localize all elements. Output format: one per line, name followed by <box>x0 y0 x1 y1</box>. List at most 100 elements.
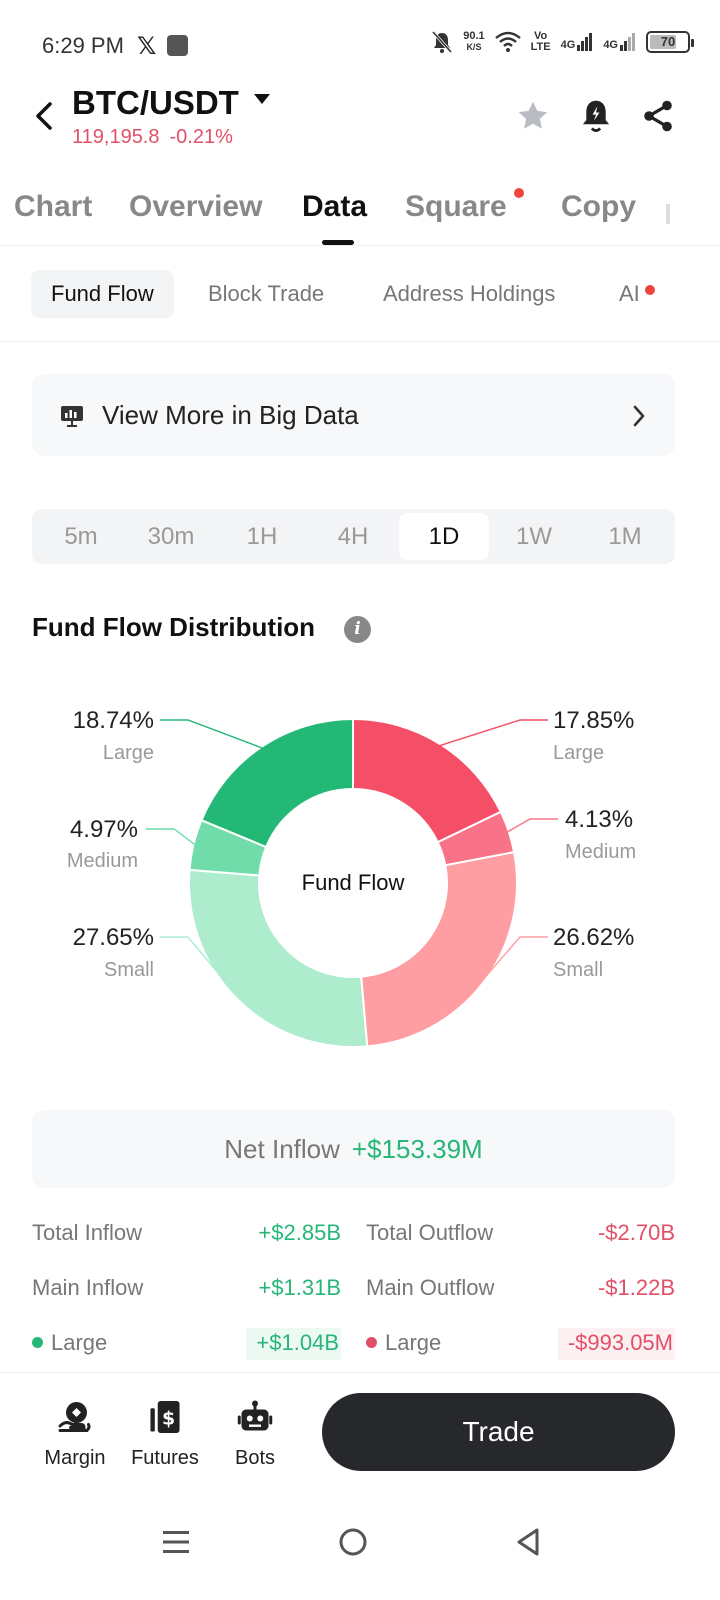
tab-copy[interactable]: Copy <box>561 190 636 223</box>
subtab-block-trade[interactable]: Block Trade <box>208 281 325 306</box>
bottom-action-bar: Margin $ Futures Bots Trade <box>0 1372 720 1492</box>
signal-bars-icon <box>577 33 593 51</box>
margin-button[interactable]: Margin <box>35 1397 115 1470</box>
outflow-large-pct: 17.85% <box>553 707 635 734</box>
back-triangle-icon <box>517 1528 539 1556</box>
recent-apps-button[interactable] <box>146 1512 206 1572</box>
signal-2: 4G <box>603 33 636 51</box>
large-outflow-label-wrap: Large <box>366 1330 441 1356</box>
leader-line-outflow-medium <box>506 818 558 833</box>
inflow-medium-pct: 4.97% <box>69 816 138 843</box>
inflow-small-pct: 27.65% <box>72 924 154 951</box>
status-icons: 90.1 K/S Vo LTE 4G 4G <box>431 30 694 54</box>
view-big-data-button[interactable]: View More in Big Data <box>32 374 675 456</box>
price-change: -0.21% <box>169 126 233 148</box>
back-button[interactable] <box>30 96 58 136</box>
pair-title[interactable]: BTC/USDT <box>72 84 239 121</box>
alarm-bell-icon <box>582 100 610 132</box>
share-icon <box>644 100 672 132</box>
donut-slice-inflow-small <box>188 868 369 1048</box>
net-inflow-value: +$153.39M <box>351 1134 483 1164</box>
leader-line-inflow-small <box>160 936 240 999</box>
donut-slice-outflow-small <box>360 850 518 1048</box>
signal-1-label: 4G <box>560 39 576 51</box>
main-outflow-value: -$1.22B <box>597 1275 675 1300</box>
time-range-selector: 5m 30m 1H 4H 1D 1W 1M <box>32 509 675 564</box>
donut-slice-inflow-large <box>200 717 354 849</box>
big-data-label: View More in Big Data <box>102 400 359 430</box>
system-nav-bar <box>0 1492 720 1600</box>
share-button[interactable] <box>638 96 678 136</box>
margin-icon <box>58 1402 91 1432</box>
back-arrow-icon <box>36 102 52 130</box>
futures-label: Futures <box>131 1447 199 1469</box>
range-1m[interactable]: 1M <box>608 523 642 550</box>
main-inflow-label: Main Inflow <box>32 1275 144 1300</box>
inflow-small-label: Small <box>103 959 154 981</box>
tab-overview[interactable]: Overview <box>129 190 263 223</box>
pair-dropdown-icon[interactable] <box>254 94 270 104</box>
menu-lines-icon <box>163 1531 189 1553</box>
tab-square[interactable]: Square <box>405 190 507 223</box>
flow-row-total: Total Inflow +$2.85B Total Outflow -$2.7… <box>32 1212 675 1252</box>
margin-label: Margin <box>44 1447 106 1469</box>
mute-bell-icon <box>432 30 453 54</box>
star-icon <box>518 101 548 129</box>
total-outflow-value: -$2.70B <box>597 1220 675 1245</box>
price-line: 119,195.8 -0.21% <box>72 126 233 149</box>
battery-icon: 70 <box>646 31 694 53</box>
subtab-address-holdings[interactable]: Address Holdings <box>383 281 556 306</box>
total-outflow-label: Total Outflow <box>366 1220 494 1245</box>
range-1d[interactable]: 1D <box>399 513 489 560</box>
active-tab-indicator <box>322 240 354 245</box>
inflow-large-label: Large <box>102 742 154 764</box>
price-alert-button[interactable] <box>576 96 616 136</box>
tab-overflow-hint <box>666 204 670 224</box>
donut-svg <box>146 717 558 1048</box>
volte-icon: Vo LTE <box>531 31 551 53</box>
subtab-ai[interactable]: AI <box>619 281 640 306</box>
total-inflow-label: Total Inflow <box>32 1220 143 1245</box>
tab-chart[interactable]: Chart <box>14 190 93 223</box>
volte-top: Vo <box>534 30 548 42</box>
inflow-large-pct: 18.74% <box>72 707 154 734</box>
futures-button[interactable]: $ Futures <box>125 1397 205 1470</box>
wifi-icon <box>494 31 521 52</box>
net-inflow-label: Net Inflow <box>224 1134 340 1164</box>
x-app-icon: 𝕏 <box>137 33 157 60</box>
outflow-bullet <box>366 1336 377 1348</box>
system-back-button[interactable] <box>498 1512 558 1572</box>
leader-line-inflow-medium <box>146 828 196 846</box>
range-5m[interactable]: 5m <box>64 523 98 550</box>
outflow-small-pct: 26.62% <box>553 924 635 951</box>
signal-1: 4G <box>561 33 594 51</box>
range-1h[interactable]: 1H <box>246 523 278 550</box>
app-notification-icon <box>167 35 188 56</box>
inflow-medium-label: Medium <box>66 850 138 872</box>
main-tabs: Chart Overview Data Square Copy <box>0 180 720 246</box>
header: BTC/USDT 119,195.8 -0.21% <box>0 78 720 158</box>
range-1w[interactable]: 1W <box>516 523 552 550</box>
inflow-bullet <box>32 1336 43 1348</box>
last-price: 119,195.8 <box>72 126 160 148</box>
svg-text:$: $ <box>162 1407 175 1429</box>
leader-line-inflow-large <box>160 719 264 749</box>
range-30m[interactable]: 30m <box>147 523 195 550</box>
ai-notification-dot <box>645 285 655 295</box>
info-icon[interactable]: i <box>344 616 371 643</box>
range-4h[interactable]: 4H <box>337 523 369 550</box>
favorite-button[interactable] <box>513 96 553 136</box>
total-inflow-value: +$2.85B <box>258 1220 341 1245</box>
main-outflow-label: Main Outflow <box>366 1275 495 1300</box>
status-time: 6:29 PM <box>42 33 124 58</box>
bots-button[interactable]: Bots <box>215 1397 295 1470</box>
net-speed: 90.1 K/S <box>463 31 484 53</box>
battery-level: 70 <box>660 34 676 49</box>
home-button[interactable] <box>323 1512 383 1572</box>
trade-button[interactable]: Trade <box>322 1393 675 1471</box>
presentation-chart-icon <box>61 406 83 427</box>
subtab-fund-flow[interactable]: Fund Flow <box>31 270 174 318</box>
large-outflow-value: -$993.05M <box>557 1328 675 1360</box>
signal-bars-icon <box>620 33 635 51</box>
tab-data[interactable]: Data <box>302 190 368 223</box>
